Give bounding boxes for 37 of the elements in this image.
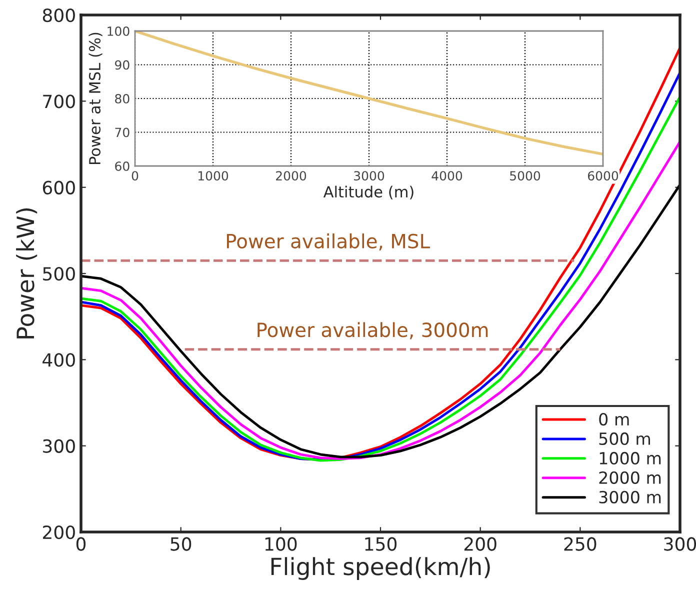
y-tick-label: 400 (42, 353, 75, 367)
x-axis-title: Altitude (m) (323, 186, 414, 200)
y-tick-label: 300 (43, 439, 75, 453)
annotation: Power available, 3000m (258, 322, 488, 340)
x-tick-label: 5000 (510, 171, 540, 181)
y-tick-label: 100 (108, 26, 130, 36)
y-tick-label: 90 (115, 60, 130, 70)
y-tick-label: 200 (43, 525, 75, 540)
y-tick-label: 800 (42, 8, 75, 22)
legend-label: 0 m (599, 412, 629, 426)
y-tick-label: 700 (43, 94, 75, 108)
x-tick-label: 3000 (354, 171, 384, 181)
legend-label: 3000 m (599, 490, 661, 504)
y-tick-label: 600 (42, 180, 75, 194)
legend-label: 2000 m (599, 471, 661, 484)
x-tick-label: 0 (132, 171, 138, 181)
x-axis-title: Flight speed(km/h) (271, 557, 490, 580)
x-tick-label: 250 (564, 537, 596, 551)
y-tick-label: 80 (115, 94, 130, 104)
y-tick-label: 70 (115, 128, 130, 138)
y-axis-title: Power (kW) (16, 208, 38, 338)
x-tick-label: 2000 (276, 171, 306, 181)
x-tick-label: 300 (664, 537, 696, 551)
y-axis-title: Power at MSL (%) (88, 32, 102, 164)
annotation: Power available, MSL (226, 233, 430, 250)
x-tick-label: 6000 (588, 171, 618, 181)
x-tick-label: 1000 (198, 171, 228, 181)
x-tick-label: 150 (365, 537, 397, 551)
x-tick-label: 4000 (432, 171, 462, 181)
y-tick-label: 500 (43, 266, 75, 281)
legend-label: 500 m (599, 432, 650, 446)
y-tick-label: 60 (115, 161, 130, 171)
x-tick-label: 200 (464, 537, 496, 551)
x-tick-label: 0 (76, 537, 86, 551)
legend-label: 1000 m (600, 452, 661, 465)
x-tick-label: 100 (265, 537, 297, 551)
x-tick-label: 50 (170, 537, 192, 551)
